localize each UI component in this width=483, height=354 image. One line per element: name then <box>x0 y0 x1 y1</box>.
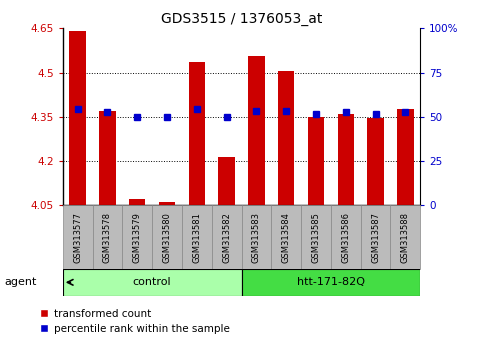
Bar <box>218 156 235 205</box>
Text: GSM313586: GSM313586 <box>341 212 350 263</box>
Text: GSM313582: GSM313582 <box>222 212 231 263</box>
FancyBboxPatch shape <box>212 205 242 269</box>
Bar <box>70 31 86 205</box>
Bar <box>308 117 324 205</box>
Text: GSM313588: GSM313588 <box>401 212 410 263</box>
Text: GSM313585: GSM313585 <box>312 212 320 263</box>
FancyBboxPatch shape <box>182 205 212 269</box>
FancyBboxPatch shape <box>242 269 420 296</box>
Bar <box>248 56 265 205</box>
Text: GSM313581: GSM313581 <box>192 212 201 263</box>
Bar <box>159 202 175 205</box>
FancyBboxPatch shape <box>152 205 182 269</box>
Bar <box>99 111 115 205</box>
FancyBboxPatch shape <box>331 205 361 269</box>
FancyBboxPatch shape <box>361 205 390 269</box>
Text: GSM313577: GSM313577 <box>73 212 82 263</box>
Text: GSM313580: GSM313580 <box>163 212 171 263</box>
Text: GSM313583: GSM313583 <box>252 212 261 263</box>
FancyBboxPatch shape <box>122 205 152 269</box>
Bar <box>338 114 354 205</box>
Bar <box>129 199 145 205</box>
FancyBboxPatch shape <box>390 205 420 269</box>
FancyBboxPatch shape <box>63 205 93 269</box>
Title: GDS3515 / 1376053_at: GDS3515 / 1376053_at <box>161 12 322 26</box>
Text: GSM313587: GSM313587 <box>371 212 380 263</box>
Bar <box>189 62 205 205</box>
Text: htt-171-82Q: htt-171-82Q <box>297 277 365 287</box>
Bar <box>368 118 384 205</box>
FancyBboxPatch shape <box>271 205 301 269</box>
Text: GSM313579: GSM313579 <box>133 212 142 263</box>
FancyBboxPatch shape <box>301 205 331 269</box>
Text: GSM313584: GSM313584 <box>282 212 291 263</box>
Bar <box>397 109 413 205</box>
Text: control: control <box>133 277 171 287</box>
FancyBboxPatch shape <box>93 205 122 269</box>
Legend: transformed count, percentile rank within the sample: transformed count, percentile rank withi… <box>34 304 234 338</box>
FancyBboxPatch shape <box>63 269 242 296</box>
Bar <box>278 71 294 205</box>
Text: GSM313578: GSM313578 <box>103 212 112 263</box>
Text: agent: agent <box>5 277 37 287</box>
FancyBboxPatch shape <box>242 205 271 269</box>
